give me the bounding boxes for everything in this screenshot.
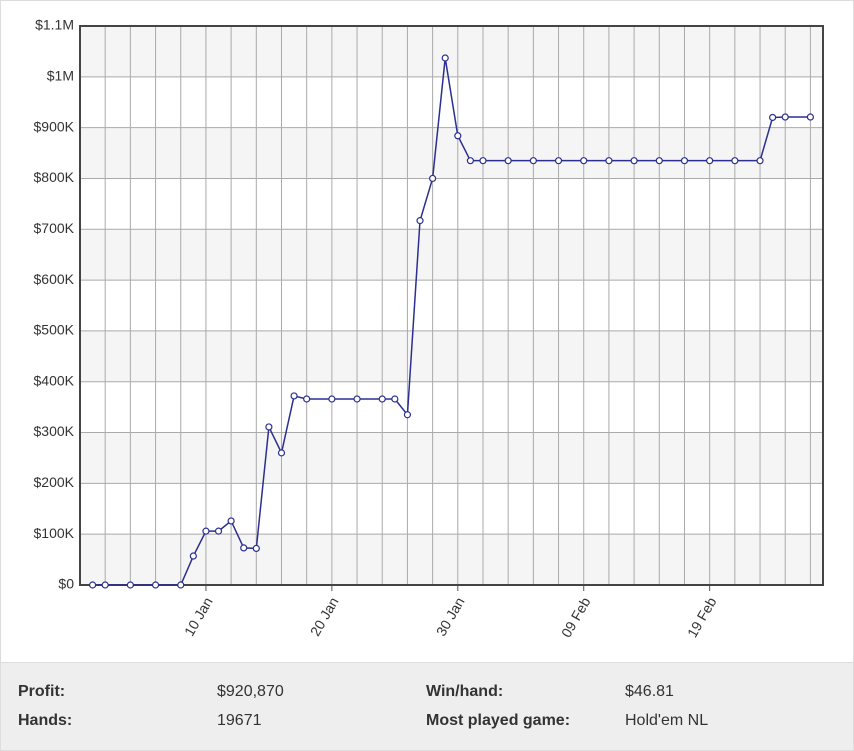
data-point (706, 157, 714, 165)
data-point (88, 581, 97, 589)
data-point (353, 395, 361, 403)
grid-band (80, 229, 823, 281)
y-tick-label: $200K (34, 474, 75, 490)
grid-band (80, 26, 823, 77)
data-point (504, 157, 512, 165)
data-point (252, 544, 260, 553)
stats-panel: Profit: $920,870 Win/hand: $46.81 Hands:… (1, 662, 853, 750)
y-tick-label: $400K (34, 372, 75, 388)
stat-value: Hold'em NL (625, 712, 709, 729)
data-point (290, 392, 298, 400)
data-point (126, 581, 134, 589)
stat-label: Win/hand: (426, 683, 504, 700)
data-point (529, 157, 537, 165)
stat-label: Most played game: (426, 712, 571, 729)
data-point (630, 157, 638, 165)
data-point (781, 113, 789, 121)
x-tick-label: 19 Feb (684, 594, 720, 640)
data-point (101, 581, 109, 589)
data-point (580, 157, 588, 165)
data-point (731, 157, 739, 165)
chart: $0 $100K $200K $300K $400K $500K $600K $700K $80… (34, 17, 824, 640)
grid-band (80, 330, 823, 382)
y-tick-label: $900K (34, 118, 75, 134)
data-point (680, 157, 689, 165)
y-tick-label: $0 (58, 576, 74, 592)
data-point (265, 423, 273, 431)
y-tick-label: $500K (34, 322, 75, 338)
x-tick-label: 10 Jan (181, 594, 216, 638)
data-point (441, 54, 449, 62)
grid-band (80, 534, 823, 585)
x-tick-label: 30 Jan (433, 594, 468, 638)
data-point (391, 395, 399, 403)
y-tick-label: $300K (34, 423, 75, 439)
y-tick-label: $1M (47, 68, 74, 84)
x-tick-label: 20 Jan (307, 594, 342, 638)
data-point (416, 217, 424, 225)
data-point (454, 132, 462, 140)
stat-value: $920,870 (217, 683, 284, 700)
data-point (177, 581, 185, 589)
data-point (466, 157, 474, 165)
data-point (806, 113, 815, 121)
data-point (303, 395, 311, 403)
y-tick-label: $600K (34, 271, 75, 287)
stat-value: $46.81 (625, 683, 674, 700)
grid-band (80, 127, 823, 179)
x-tick-label: 09 Feb (558, 594, 594, 640)
data-point (605, 157, 613, 165)
data-point (479, 157, 487, 165)
data-point (151, 581, 160, 589)
data-point (403, 411, 412, 419)
y-tick-label: $100K (34, 525, 75, 541)
grid-band (80, 432, 823, 484)
data-point (202, 527, 210, 535)
data-point (769, 113, 777, 122)
data-point (189, 552, 197, 560)
y-tick-label: $800K (34, 169, 75, 185)
y-tick-label: $700K (34, 220, 75, 236)
data-point (655, 157, 663, 165)
data-point (240, 544, 248, 552)
stat-label: Profit: (18, 683, 66, 700)
data-point (328, 395, 336, 403)
data-point (277, 449, 286, 457)
data-point (756, 157, 764, 165)
data-point (214, 527, 223, 535)
line-series (92, 57, 811, 586)
data-point (554, 157, 563, 165)
data-point (378, 395, 386, 403)
plot-frame (79, 25, 824, 586)
stat-label: Hands: (18, 712, 73, 729)
stat-value: 19671 (217, 712, 262, 729)
data-point (227, 517, 235, 525)
data-point (429, 174, 437, 183)
y-tick-label: $1.1M (35, 17, 74, 33)
